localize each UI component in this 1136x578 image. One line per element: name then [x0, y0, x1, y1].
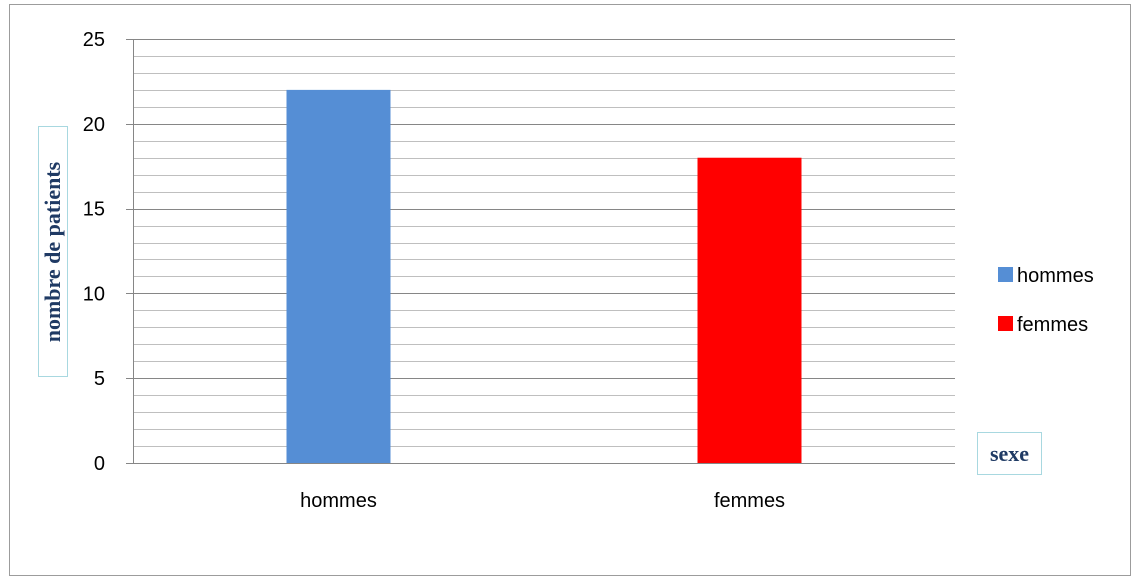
legend-swatch	[998, 267, 1013, 282]
bars	[286, 89, 802, 463]
x-tick-labels: hommes femmes	[300, 490, 785, 512]
bar-hommes	[286, 89, 391, 463]
y-tick-label: 25	[83, 29, 105, 51]
axes	[126, 39, 955, 464]
y-axis-title: nombre de patients	[40, 161, 65, 342]
legend-swatch	[998, 316, 1013, 331]
y-tick-label: 15	[83, 199, 105, 221]
legend-label: hommes	[1017, 265, 1094, 287]
x-tick-label: femmes	[714, 490, 785, 512]
y-axis-title-box: nombre de patients	[38, 126, 68, 377]
chart-frame	[9, 4, 1131, 576]
y-tick-label: 20	[83, 114, 105, 136]
y-tick-labels: 0 5 10 15 20 25	[83, 29, 105, 475]
y-tick-label: 5	[94, 368, 105, 390]
y-tick-label: 0	[94, 453, 105, 475]
x-axis-title: sexe	[989, 440, 1030, 466]
x-tick-label: hommes	[300, 490, 377, 512]
y-tick-label: 10	[83, 283, 105, 305]
x-axis-title-box: sexe	[977, 432, 1042, 475]
grid-lines	[133, 39, 955, 447]
bar-femmes	[697, 157, 802, 463]
legend-label: femmes	[1017, 314, 1088, 336]
legend: hommes femmes	[998, 265, 1094, 336]
